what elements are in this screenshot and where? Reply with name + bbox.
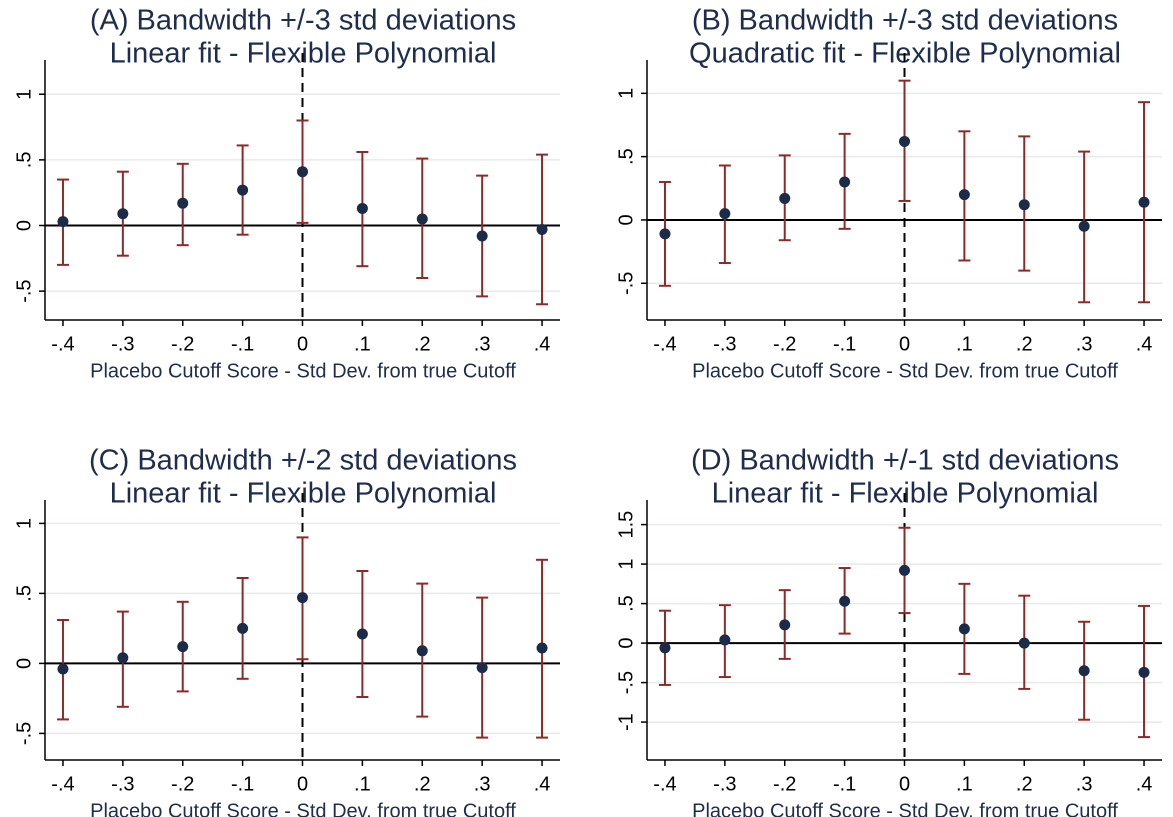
y-tick-label: -.5 [615,272,637,295]
x-tick-label: .1 [354,773,371,795]
point [1018,637,1030,649]
point [476,230,488,242]
x-tick-label: -.1 [833,773,856,795]
y-tick-label: .5 [615,595,637,612]
x-axis-label: Placebo Cutoff Score - Std Dev. from tru… [90,800,516,817]
point [1138,196,1150,208]
y-tick-label: 0 [13,220,35,231]
point [779,619,791,631]
point [536,223,548,235]
y-tick-label: 1.5 [615,511,637,539]
x-tick-label: -.4 [51,773,74,795]
x-tick-label: .1 [354,333,371,355]
point [719,208,731,220]
point [476,662,488,674]
chart-title: (A) Bandwidth +/-3 std deviations [90,5,516,37]
x-tick-label: 0 [297,333,308,355]
x-tick-label: .4 [1136,333,1153,355]
x-tick-label: -.1 [231,333,254,355]
x-tick-label: -.3 [713,773,736,795]
x-axis-label: Placebo Cutoff Score - Std Dev. from tru… [90,360,516,382]
point [177,641,189,653]
point [958,623,970,635]
x-tick-label: -.4 [653,773,676,795]
y-tick-label: 0 [13,658,35,669]
point [779,192,791,204]
y-tick-label: 0 [615,214,637,225]
x-tick-label: 0 [899,333,910,355]
point [117,208,129,220]
point [958,189,970,201]
x-tick-label: .2 [1016,773,1033,795]
x-tick-label: .4 [1136,773,1153,795]
point [57,216,69,228]
point [839,595,851,607]
x-tick-label: -.1 [833,333,856,355]
point [1018,199,1030,211]
x-tick-label: .3 [474,333,491,355]
y-tick-label: .5 [13,152,35,169]
chart-title: (B) Bandwidth +/-3 std deviations [692,5,1118,37]
point [1138,666,1150,678]
point [237,622,249,634]
point [899,135,910,147]
point [719,634,731,646]
chart-title: (C) Bandwidth +/-2 std deviations [89,445,517,477]
x-tick-label: .1 [956,773,973,795]
point [839,176,851,188]
x-tick-label: -.2 [773,773,796,795]
x-tick-label: .3 [474,773,491,795]
y-tick-label: -.5 [615,671,637,694]
x-tick-label: -.3 [111,773,134,795]
x-tick-label: .4 [534,333,551,355]
point [297,592,308,604]
point [416,645,428,657]
point [356,202,368,214]
y-tick-label: -.5 [13,722,35,745]
point [117,652,129,664]
point [1078,665,1090,677]
x-tick-label: -.3 [713,333,736,355]
y-tick-label: .5 [615,148,637,165]
x-tick-label: .2 [1016,333,1033,355]
x-axis-label: Placebo Cutoff Score - Std Dev. from tru… [692,360,1118,382]
y-tick-label: .5 [13,585,35,602]
point [297,166,308,178]
x-tick-label: .3 [1076,773,1093,795]
y-tick-label: 1 [13,89,35,100]
point [416,213,428,225]
x-tick-label: -.3 [111,333,134,355]
x-tick-label: -.2 [171,333,194,355]
point [1078,220,1090,232]
point [899,564,910,576]
point [659,642,671,654]
y-tick-label: 1 [615,559,637,570]
x-tick-label: -.4 [51,333,74,355]
point [57,663,69,675]
x-axis-label: Placebo Cutoff Score - Std Dev. from tru… [692,800,1118,817]
x-tick-label: -.2 [171,773,194,795]
x-tick-label: .4 [534,773,551,795]
x-tick-label: .1 [956,333,973,355]
y-tick-label: -1 [615,713,637,731]
x-tick-label: 0 [899,773,910,795]
point [237,184,249,196]
point [177,197,189,209]
point [536,642,548,654]
x-tick-label: .3 [1076,333,1093,355]
x-tick-label: .2 [414,773,431,795]
y-tick-label: 1 [615,88,637,99]
x-tick-label: -.2 [773,333,796,355]
point [356,628,368,640]
chart-title: (D) Bandwidth +/-1 std deviations [691,445,1119,477]
point [659,228,671,240]
x-tick-label: -.1 [231,773,254,795]
x-tick-label: .2 [414,333,431,355]
y-tick-label: 1 [13,518,35,529]
y-tick-label: 0 [615,638,637,649]
x-tick-label: -.4 [653,333,676,355]
x-tick-label: 0 [297,773,308,795]
y-tick-label: -.5 [13,279,35,302]
